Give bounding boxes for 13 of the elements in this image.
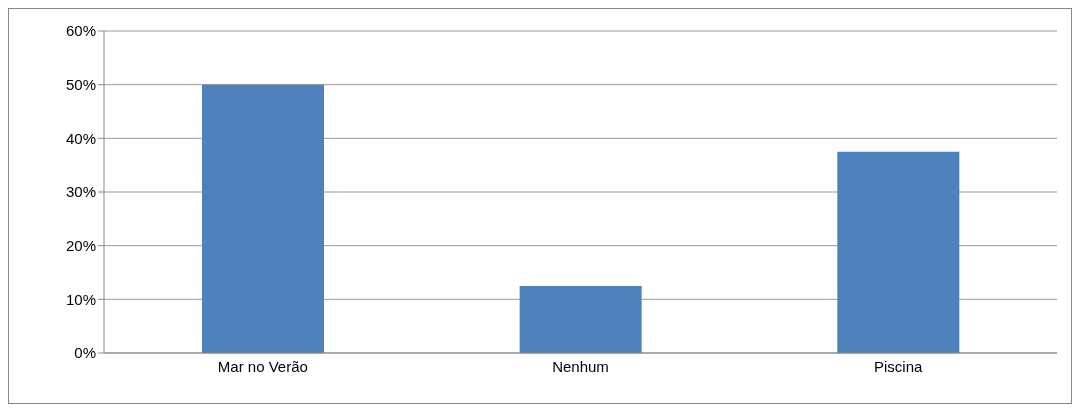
x-tick-label: Mar no Verão	[217, 357, 308, 375]
y-tick-label: 60%	[65, 22, 96, 40]
y-tick-label: 50%	[65, 75, 96, 93]
x-tick-label: Nenhum	[552, 357, 609, 375]
y-tick-label: 10%	[65, 290, 96, 308]
bar	[519, 285, 642, 353]
x-tick-label: Piscina	[873, 357, 923, 375]
y-tick-label: 0%	[74, 344, 96, 362]
bar	[837, 151, 960, 353]
y-tick-label: 20%	[65, 236, 96, 254]
y-tick-label: 40%	[65, 129, 96, 147]
bar	[202, 84, 324, 353]
y-tick-label: 30%	[65, 183, 96, 201]
